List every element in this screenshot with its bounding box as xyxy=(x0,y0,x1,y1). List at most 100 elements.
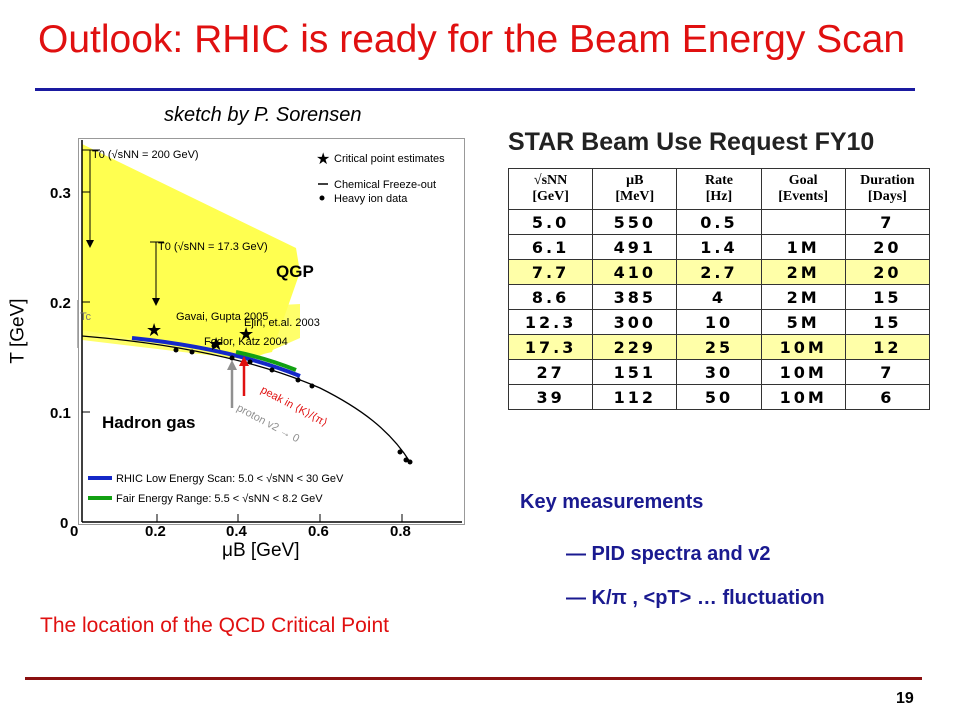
beam-use-table: √sNN [GeV] μB [MeV] Rate [Hz] Goal [Events] … xyxy=(507,168,931,410)
table-cell: 15 xyxy=(844,284,931,310)
table-cell: 550 xyxy=(592,209,678,235)
y-tick-label: 0.1 xyxy=(50,405,71,422)
table-cell: 1M xyxy=(760,234,846,260)
table-row: 17.3 229 25 10M 12 xyxy=(507,334,931,360)
tc-band xyxy=(82,304,300,360)
svg-text:★: ★ xyxy=(146,320,162,340)
key-item: — PID spectra and v2 xyxy=(566,543,771,565)
table-body: 5.0 550 0.5 7 6.1 491 1.4 1M 20 7.7 410 2.7 2M 20 8.6 3… xyxy=(507,209,931,410)
table-cell: 12.3 xyxy=(507,309,594,335)
table-cell: 300 xyxy=(592,309,678,335)
fair-scan-legend: Fair Energy Range: 5.5 < √sNN < 8.2 GeV xyxy=(116,493,323,505)
table-cell: 10M xyxy=(760,359,846,385)
table-cell: 385 xyxy=(592,284,678,310)
table-cell: 0.5 xyxy=(676,209,762,235)
table-cell: 229 xyxy=(592,334,678,360)
x-tick-label: 0.8 xyxy=(390,523,411,540)
slide-caption: The location of the QCD Critical Point xyxy=(40,614,389,637)
table-row: 5.0 550 0.5 7 xyxy=(507,209,931,235)
table-title: STAR Beam Use Request FY10 xyxy=(508,128,875,156)
table-cell: 30 xyxy=(676,359,762,385)
slide-title: Outlook: RHIC is ready for the Beam Ener… xyxy=(38,18,906,61)
table-cell: 10M xyxy=(760,334,846,360)
heavy-ion-data xyxy=(173,343,413,465)
column-header: Rate [Hz] xyxy=(676,168,762,210)
estimate-label: Gavai, Gupta 2005 xyxy=(176,311,268,323)
table-cell: 5.0 xyxy=(507,209,594,235)
table-cell xyxy=(760,209,846,235)
x-ticks xyxy=(81,514,403,522)
table-cell: 27 xyxy=(507,359,594,385)
table-cell: 7 xyxy=(844,209,931,235)
table-cell: 17.3 xyxy=(507,334,594,360)
legend-entry: Critical point estimates xyxy=(334,153,445,165)
sketch-credit: sketch by P. Sorensen xyxy=(164,104,362,126)
table-row: 27 151 30 10M 7 xyxy=(507,359,931,385)
y-tick-label: 0.3 xyxy=(50,185,71,202)
y-tick-label: 0 xyxy=(60,515,68,532)
column-header: Goal [Events] xyxy=(760,168,846,210)
hadron-gas-label: Hadron gas xyxy=(102,413,196,432)
estimate-label: Fodor, Katz 2004 xyxy=(204,336,288,348)
x-axis-label: μB [GeV] xyxy=(222,540,300,561)
table-cell: 151 xyxy=(592,359,678,385)
t0-low-label: T0 (√sNN = 17.3 GeV) xyxy=(158,241,268,253)
column-header: Duration [Days] xyxy=(844,168,931,210)
table-cell: 2.7 xyxy=(676,259,762,285)
footer-divider xyxy=(25,677,922,680)
table-row: 8.6 385 4 2M 15 xyxy=(507,284,931,310)
table-cell: 7 xyxy=(844,359,931,385)
table-cell: 2M xyxy=(760,284,846,310)
table-cell: 1.4 xyxy=(676,234,762,260)
rhic-scan-band xyxy=(131,336,301,378)
table-cell: 20 xyxy=(844,234,931,260)
x-tick-label: 0.2 xyxy=(145,523,166,540)
star-icon: ★ xyxy=(316,151,330,168)
table-cell: 50 xyxy=(676,384,762,410)
table-cell: 4 xyxy=(676,284,762,310)
table-row: 7.7 410 2.7 2M 20 xyxy=(507,259,931,285)
legend-entry: Chemical Freeze-out xyxy=(334,179,436,191)
table-cell: 10 xyxy=(676,309,762,335)
t0-high-label: T0 (√sNN = 200 GeV) xyxy=(92,149,199,161)
rhic-scan-legend: RHIC Low Energy Scan: 5.0 < √sNN < 30 Ge… xyxy=(116,473,344,485)
table-cell: 2M xyxy=(760,259,846,285)
table-cell: 12 xyxy=(844,334,931,360)
table-cell: 25 xyxy=(676,334,762,360)
table-cell: 5M xyxy=(760,309,846,335)
table-cell: 15 xyxy=(844,309,931,335)
x-tick-label: 0 xyxy=(70,523,78,540)
y-axis-label: T [GeV] xyxy=(7,298,29,364)
table-header-row: √sNN [GeV] μB [MeV] Rate [Hz] Goal [Events] … xyxy=(507,168,931,210)
estimate-label: Ejiri, et.al. 2003 xyxy=(244,317,320,329)
table-row: 12.3 300 10 5M 15 xyxy=(507,309,931,335)
x-tick-label: 0.4 xyxy=(226,523,248,540)
svg-text:★: ★ xyxy=(208,334,224,354)
table-cell: 20 xyxy=(844,259,931,285)
x-tick-label: 0.6 xyxy=(308,523,329,540)
table-cell: 8.6 xyxy=(507,284,594,310)
table-cell: 39 xyxy=(507,384,594,410)
table-row: 6.1 491 1.4 1M 20 xyxy=(507,234,931,260)
column-header: √sNN [GeV] xyxy=(507,168,594,210)
key-measurements-heading: Key measurements xyxy=(520,491,704,513)
qgp-region xyxy=(82,144,300,358)
freeze-out-curve xyxy=(81,335,411,463)
table-cell: 10M xyxy=(760,384,846,410)
table-cell: 491 xyxy=(592,234,678,260)
y-tick-label: 0.2 xyxy=(50,295,71,312)
qgp-label: QGP xyxy=(276,262,314,281)
critical-point-markers: ★ ★ ★ xyxy=(146,320,254,354)
y-ticks xyxy=(82,191,90,523)
tc-label: Tc xyxy=(80,311,92,323)
key-item: — K/π , <pT> … fluctuation xyxy=(566,587,825,609)
table-cell: 6 xyxy=(844,384,931,410)
fair-scan-band xyxy=(235,350,297,372)
legend-entry: Heavy ion data xyxy=(334,193,408,205)
table-cell: 7.7 xyxy=(507,259,594,285)
svg-text:★: ★ xyxy=(238,324,254,344)
title-divider xyxy=(35,88,915,91)
page-number: 19 xyxy=(896,690,914,707)
table-cell: 6.1 xyxy=(507,234,594,260)
